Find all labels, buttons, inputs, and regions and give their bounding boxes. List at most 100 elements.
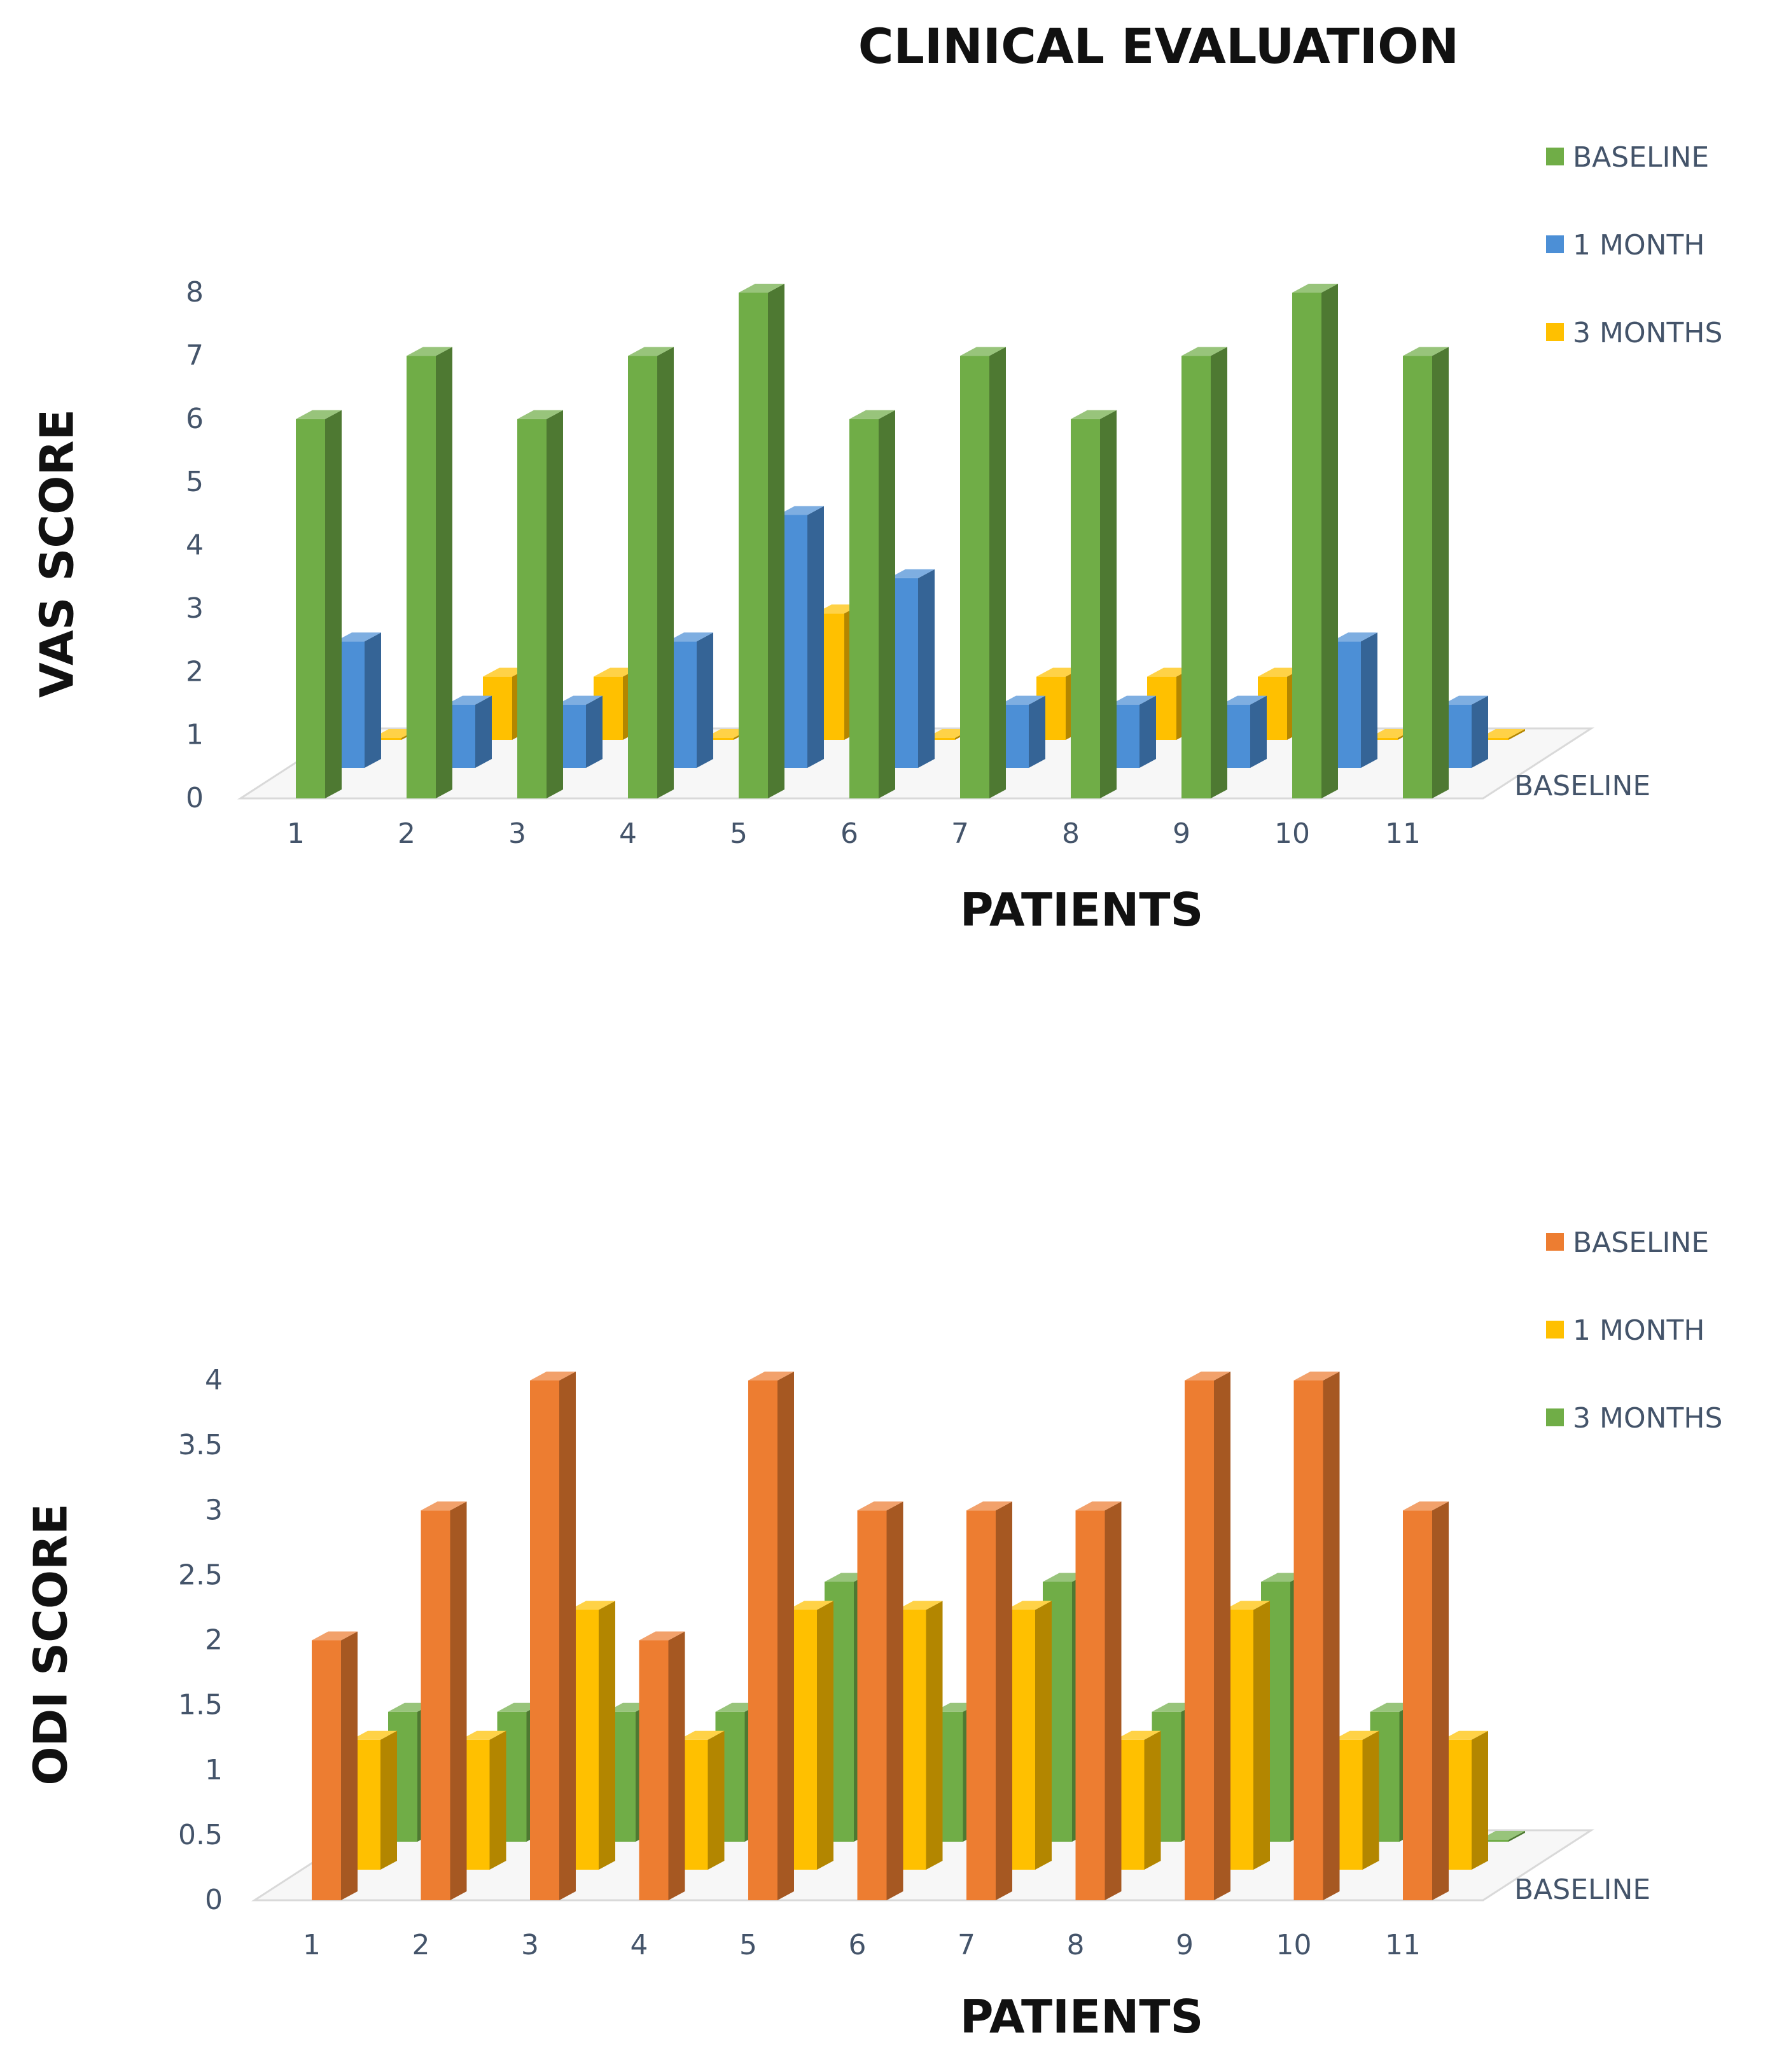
bar-1-month-patient-5 [778, 506, 824, 768]
bar-1-month-patient-11 [1442, 1730, 1488, 1870]
bar-1-month-patient-9 [1221, 695, 1267, 768]
bar-baseline-patient-10 [1293, 1372, 1340, 1900]
y-tick-label: 3.5 [178, 1429, 223, 1461]
bar-baseline-patient-10 [1292, 284, 1338, 798]
x-tick-label: 8 [1067, 1929, 1085, 1961]
x-tick-label: 2 [412, 1929, 430, 1961]
chart-2: 0 0.5 1 1.5 2 2.5 3 3.5 4 1 2 3 4 5 6 7 8 9 10 11 BASELINE PA… [24, 1227, 1723, 2043]
x-tick-label: 7 [958, 1929, 975, 1961]
y-tick-label: 2 [186, 655, 204, 688]
bar-1-month-patient-10 [1333, 1730, 1379, 1870]
bar-baseline-patient-2 [407, 347, 452, 798]
bar-1-month-patient-4 [678, 1730, 725, 1870]
bar-1-month-patient-8 [1110, 695, 1156, 768]
bar-baseline-patient-1 [312, 1631, 358, 1900]
x-tick-label: 8 [1062, 817, 1080, 850]
x-tick-label: 1 [303, 1929, 321, 1961]
bar-1-month-patient-1 [351, 1730, 397, 1870]
legend-swatch [1546, 1408, 1564, 1426]
y-tick-label: 2.5 [178, 1559, 223, 1591]
y-tick-label: 7 [186, 339, 204, 372]
bar-baseline-patient-9 [1181, 347, 1227, 798]
bar-baseline-patient-8 [1071, 410, 1117, 798]
y-tick-label: 3 [186, 592, 204, 625]
y-axis-title: ODI SCORE [24, 1503, 78, 1785]
legend-item: 3 MONTHS [1546, 317, 1722, 349]
y-tick-label: 8 [186, 276, 204, 309]
x-tick-label: 6 [849, 1929, 867, 1961]
x-tick-label: 9 [1176, 1929, 1194, 1961]
x-axis-title: PATIENTS [960, 1990, 1204, 2043]
bar-baseline-patient-7 [966, 1501, 1012, 1900]
legend-label: 1 MONTH [1573, 229, 1704, 261]
legend-swatch [1546, 1233, 1564, 1251]
x-tick-label: 10 [1274, 817, 1310, 850]
y-tick-label: 4 [186, 529, 204, 562]
x-tick-label: 11 [1385, 817, 1421, 850]
legend-item: BASELINE [1546, 141, 1709, 174]
x-tick-label: 10 [1276, 1929, 1312, 1961]
x-tick-label: 1 [287, 817, 305, 850]
bar-baseline-patient-3 [530, 1372, 576, 1900]
legend-item: BASELINE [1546, 1227, 1709, 1259]
legend-label: 3 MONTHS [1573, 1402, 1722, 1435]
y-tick-label: 2 [205, 1624, 223, 1657]
legend-label: BASELINE [1573, 141, 1709, 174]
bar-baseline-patient-4 [628, 347, 674, 798]
depth-axis-label: BASELINE [1514, 770, 1650, 802]
bar-baseline-patient-1 [296, 410, 342, 798]
y-tick-label: 0 [205, 1884, 223, 1916]
bar-baseline-patient-6 [857, 1501, 903, 1900]
y-tick-label: 0.5 [178, 1819, 223, 1851]
bar-baseline-patient-6 [849, 410, 895, 798]
x-tick-label: 5 [739, 1929, 757, 1961]
legend: BASELINE 1 MONTH 3 MONTHS [1546, 1227, 1722, 1435]
legend: BASELINE 1 MONTH 3 MONTHS [1546, 141, 1722, 349]
bar-baseline-patient-11 [1403, 347, 1449, 798]
x-tick-label: 9 [1173, 817, 1190, 850]
y-tick-label: 6 [186, 403, 204, 435]
bar-3-months-patient-11 [1479, 729, 1525, 740]
bar-baseline-patient-11 [1403, 1501, 1449, 1900]
x-axis-title: PATIENTS [960, 883, 1204, 936]
x-tick-label: 2 [398, 817, 415, 850]
x-tick-label: 4 [631, 1929, 648, 1961]
y-tick-label: 1 [186, 719, 204, 751]
legend-swatch [1546, 148, 1564, 165]
y-tick-label: 5 [186, 466, 204, 498]
bar-1-month-patient-4 [667, 632, 713, 768]
legend-swatch [1546, 235, 1564, 253]
bar-1-month-patient-7 [1000, 695, 1045, 768]
legend-swatch [1546, 323, 1564, 341]
legend-swatch [1546, 1321, 1564, 1338]
x-tick-label: 6 [840, 817, 858, 850]
legend-label: 1 MONTH [1573, 1314, 1704, 1347]
bar-baseline-patient-5 [739, 284, 784, 798]
x-tick-label: 11 [1385, 1929, 1421, 1961]
bar-baseline-patient-8 [1075, 1501, 1122, 1900]
bar-1-month-patient-1 [335, 632, 381, 768]
bar-1-month-patient-6 [896, 1601, 943, 1870]
y-tick-label: 4 [205, 1364, 223, 1396]
bar-baseline-patient-4 [639, 1631, 685, 1900]
x-tick-label: 7 [951, 817, 969, 850]
y-tick-label: 1.5 [178, 1689, 223, 1721]
legend-label: 3 MONTHS [1573, 317, 1722, 349]
legend-label: BASELINE [1573, 1227, 1709, 1259]
legend-item: 1 MONTH [1546, 1314, 1704, 1347]
page-title: CLINICAL EVALUATION [858, 18, 1460, 74]
bar-1-month-patient-3 [569, 1601, 615, 1870]
bar-3-months-patient-11 [1479, 1831, 1525, 1842]
bar-baseline-patient-5 [748, 1372, 794, 1900]
bar-1-month-patient-10 [1332, 632, 1377, 768]
x-tick-label: 3 [521, 1929, 539, 1961]
bar-1-month-patient-2 [460, 1730, 506, 1870]
y-tick-label: 1 [205, 1754, 223, 1786]
bar-1-month-patient-5 [788, 1601, 833, 1870]
bar-1-month-patient-7 [1006, 1601, 1052, 1870]
bar-1-month-patient-8 [1115, 1730, 1161, 1870]
bar-1-month-patient-3 [557, 695, 603, 768]
bar-1-month-patient-2 [446, 695, 492, 768]
bar-1-month-patient-11 [1442, 695, 1488, 768]
bar-1-month-patient-6 [889, 569, 935, 768]
